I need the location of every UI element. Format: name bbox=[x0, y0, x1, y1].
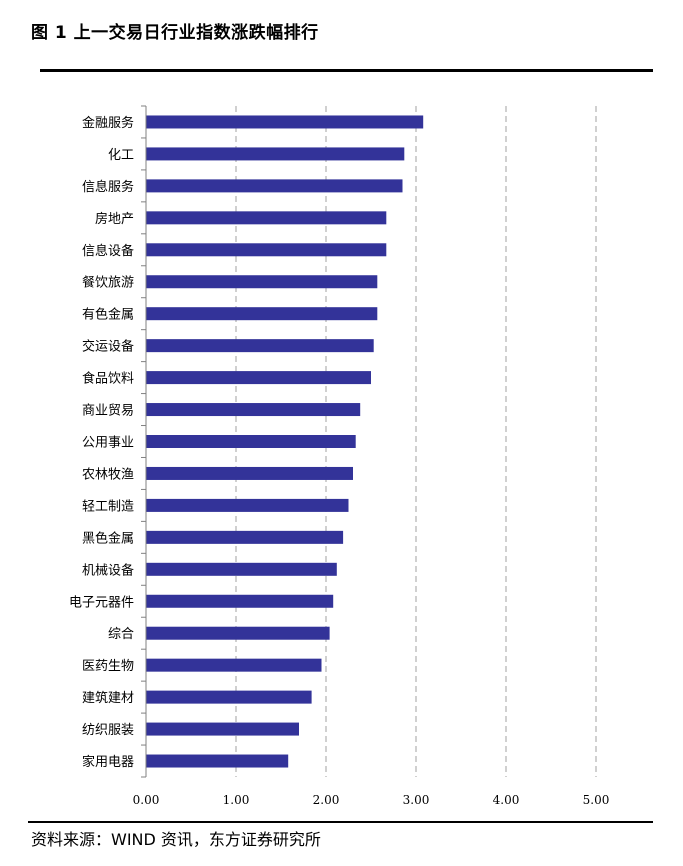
category-label: 化工 bbox=[108, 148, 134, 163]
bar-1 bbox=[146, 147, 405, 161]
bar-13 bbox=[146, 530, 344, 544]
bar-3 bbox=[146, 211, 387, 225]
category-label: 医药生物 bbox=[82, 659, 134, 674]
category-label: 交运设备 bbox=[82, 339, 134, 355]
bars bbox=[146, 115, 424, 768]
category-label: 金融服务 bbox=[82, 115, 134, 131]
source-note: 资料来源：WIND 资讯，东方证券研究所 bbox=[31, 830, 321, 849]
x-tick-labels: 0.00 1.00 2.00 3.00 4.00 5.00 bbox=[133, 793, 610, 807]
bar-14 bbox=[146, 562, 337, 576]
x-tick-label: 2.00 bbox=[313, 793, 340, 807]
bottom-rule bbox=[28, 821, 653, 823]
category-label: 房地产 bbox=[95, 211, 134, 227]
category-labels: 金融服务化工信息服务房地产信息设备餐饮旅游有色金属交运设备食品饮料商业贸易公用事… bbox=[69, 115, 134, 770]
bar-12 bbox=[146, 498, 349, 512]
category-label: 家用电器 bbox=[82, 754, 134, 770]
axes bbox=[141, 105, 147, 778]
category-label: 综合 bbox=[108, 627, 134, 642]
category-label: 纺织服装 bbox=[82, 723, 134, 738]
x-tick-label: 0.00 bbox=[133, 793, 160, 807]
bar-9 bbox=[146, 403, 361, 417]
top-rule bbox=[40, 69, 653, 72]
category-label: 食品饮料 bbox=[82, 371, 134, 387]
bar-7 bbox=[146, 339, 374, 353]
x-tick-label: 4.00 bbox=[493, 793, 520, 807]
x-tick-label: 5.00 bbox=[583, 793, 610, 807]
figure-title: 图 1 上一交易日行业指数涨跌幅排行 bbox=[31, 23, 319, 43]
x-tick-label: 3.00 bbox=[403, 793, 430, 807]
category-label: 电子元器件 bbox=[69, 595, 134, 610]
category-label: 轻工制造 bbox=[82, 499, 134, 514]
category-label: 建筑建材 bbox=[82, 690, 134, 706]
bar-4 bbox=[146, 243, 387, 257]
category-label: 公用事业 bbox=[82, 436, 134, 451]
bar-15 bbox=[146, 594, 334, 608]
category-label: 信息服务 bbox=[82, 179, 134, 195]
category-label: 商业贸易 bbox=[82, 404, 134, 419]
bar-16 bbox=[146, 626, 330, 640]
bar-11 bbox=[146, 466, 353, 480]
category-label: 餐饮旅游 bbox=[82, 275, 134, 291]
bar-18 bbox=[146, 690, 312, 704]
bar-8 bbox=[146, 371, 371, 385]
category-label: 机械设备 bbox=[82, 562, 134, 578]
bar-10 bbox=[146, 435, 356, 448]
bar-17 bbox=[146, 658, 322, 672]
x-tick-label: 1.00 bbox=[223, 793, 250, 807]
category-label: 农林牧渔 bbox=[82, 467, 134, 482]
bar-6 bbox=[146, 307, 378, 321]
category-label: 有色金属 bbox=[82, 307, 134, 323]
bar-0 bbox=[146, 115, 424, 129]
category-label: 黑色金属 bbox=[82, 530, 134, 546]
bar-2 bbox=[146, 179, 403, 193]
bar-19 bbox=[146, 722, 299, 736]
category-label: 信息设备 bbox=[82, 243, 134, 259]
bar-20 bbox=[146, 754, 289, 768]
bar-5 bbox=[146, 275, 378, 289]
